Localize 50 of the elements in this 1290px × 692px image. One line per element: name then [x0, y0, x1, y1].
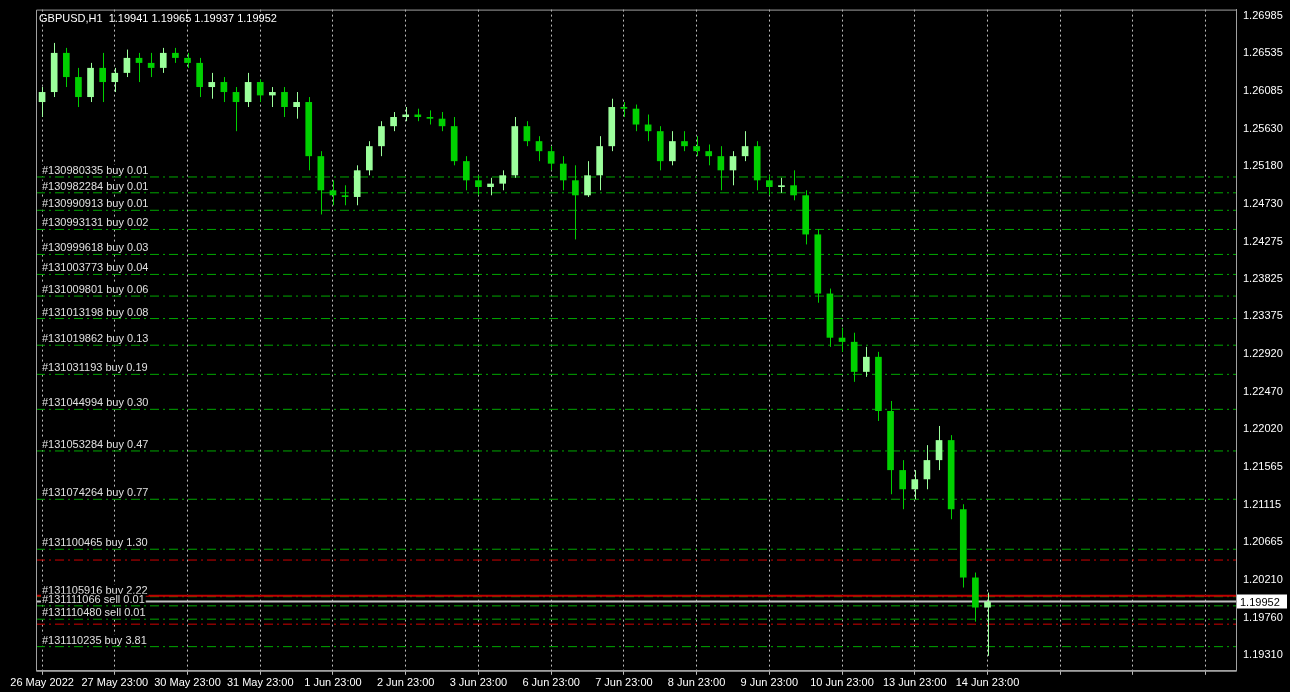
- x-tick-label: 7 Jun 23:00: [595, 676, 653, 689]
- x-tick-label: 9 Jun 23:00: [740, 676, 799, 689]
- chart-title: GBPUSD,H1 1.19941 1.19965 1.19937 1.19952: [39, 11, 277, 24]
- ref-line-label: #131013198 buy 0.08: [42, 305, 149, 318]
- y-tick-label: 1.22920: [1243, 347, 1283, 360]
- y-tick-label: 1.20210: [1243, 573, 1283, 586]
- x-tick-label: 2 Jun 23:00: [376, 676, 435, 689]
- ref-line-label: #131003773 buy 0.04: [42, 261, 149, 274]
- ref-line-label: #130990913 buy 0.01: [42, 197, 149, 210]
- ref-line-label: #131019862 buy 0.13: [42, 332, 149, 345]
- x-tick-label: 31 May 23:00: [226, 676, 294, 689]
- x-tick-label: 13 Jun 23:00: [882, 676, 947, 689]
- ref-line-label: #131053284 buy 0.47: [42, 437, 149, 450]
- x-tick-label: 1 Jun 23:00: [304, 676, 362, 689]
- y-tick-label: 1.21115: [1243, 497, 1282, 510]
- y-tick-label: 1.21565: [1243, 460, 1283, 473]
- ref-line-label: #131031193 buy 0.19: [42, 361, 148, 374]
- y-tick-label: 1.19760: [1243, 610, 1283, 623]
- y-tick-label: 1.22470: [1243, 384, 1283, 397]
- x-tick-label: 6 Jun 23:00: [522, 676, 580, 689]
- x-tick-label: 14 Jun 23:00: [955, 676, 1020, 689]
- ref-line-label: #131009801 buy 0.06: [42, 283, 149, 296]
- y-tick-label: 1.26985: [1243, 8, 1283, 21]
- y-tick-label: 1.24730: [1243, 196, 1283, 209]
- ref-line-label: 1.19952: [1240, 595, 1280, 608]
- x-tick-label: 8 Jun 23:00: [667, 676, 726, 689]
- ref-line-label: #130993131 buy 0.02: [42, 216, 149, 229]
- ref-line-label: #131044994 buy 0.30: [42, 396, 149, 409]
- y-tick-label: 1.23375: [1243, 309, 1283, 322]
- ref-line-label: #131110235 buy 3.81: [42, 633, 147, 646]
- x-tick-label: 30 May 23:00: [154, 676, 221, 689]
- x-tick-label: 26 May 2022: [10, 676, 74, 689]
- y-tick-label: 1.26085: [1243, 83, 1283, 96]
- x-tick-label: 27 May 23:00: [81, 676, 149, 689]
- ref-line-label: #130980335 buy 0.01: [42, 163, 149, 176]
- x-tick-label: 10 Jun 23:00: [810, 676, 874, 689]
- y-tick-label: 1.24275: [1243, 234, 1283, 247]
- y-tick-label: 1.19310: [1243, 648, 1283, 661]
- ref-line-label: #130982284 buy 0.01: [42, 179, 149, 192]
- y-tick-label: 1.23825: [1243, 272, 1283, 285]
- y-tick-label: 1.26535: [1243, 46, 1283, 59]
- y-tick-label: 1.20665: [1243, 535, 1283, 548]
- y-tick-label: 1.25630: [1243, 121, 1283, 134]
- y-tick-label: 1.25180: [1243, 159, 1283, 172]
- ref-line-label: #131110480 sell 0.01: [42, 606, 146, 619]
- x-tick-label: 3 Jun 23:00: [449, 676, 508, 689]
- ref-line-label: #131100465 buy 1.30: [42, 536, 148, 549]
- ref-line-label: #130999618 buy 0.03: [42, 241, 149, 254]
- y-tick-label: 1.22020: [1243, 422, 1283, 435]
- ref-line-label: #131074264 buy 0.77: [42, 486, 149, 499]
